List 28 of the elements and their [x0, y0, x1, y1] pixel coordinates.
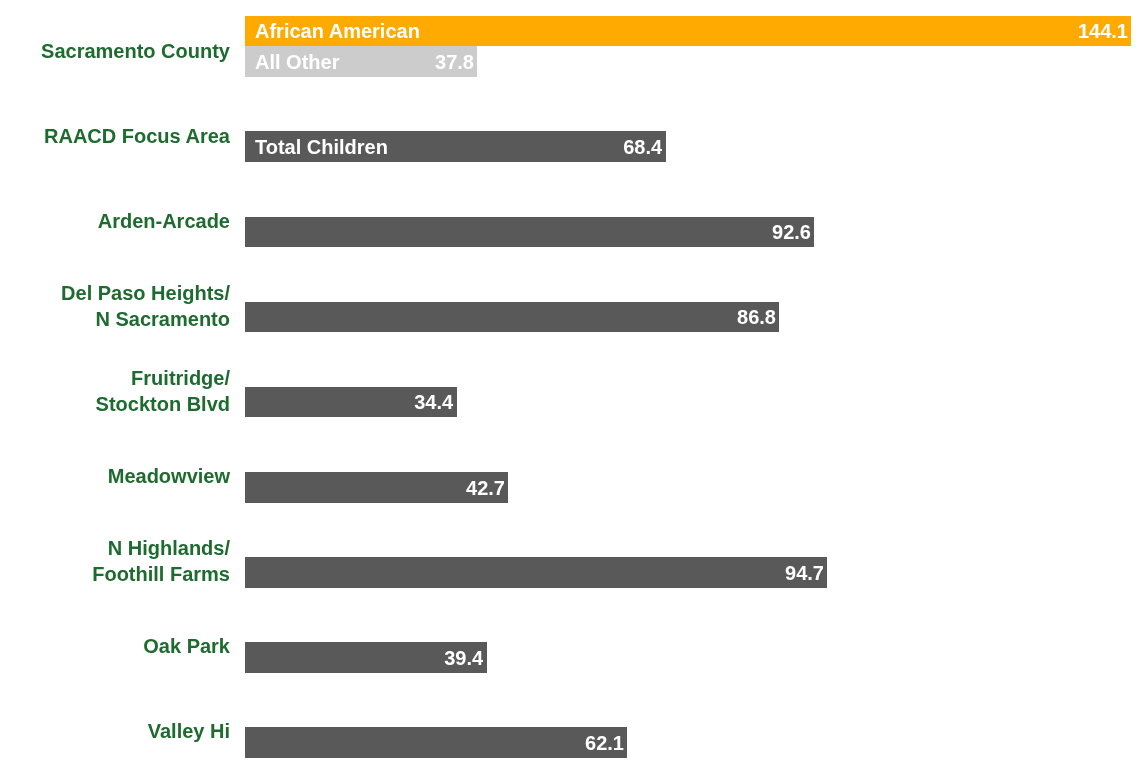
series-label: African American — [255, 20, 420, 42]
y-tick-label: Sacramento County — [41, 39, 231, 62]
data-label: 62.1 — [585, 731, 624, 754]
y-tick-label: Del Paso Heights/ N Sacramento — [61, 281, 231, 330]
data-label: 144.1 — [1077, 20, 1128, 42]
data-label: 42.7 — [466, 476, 505, 499]
bar — [245, 472, 508, 503]
data-label: 34.4 — [414, 391, 454, 413]
y-tick-label: Valley Hi — [147, 720, 230, 743]
bar — [245, 302, 779, 332]
y-tick-label: Meadowview — [107, 465, 231, 488]
bar — [245, 387, 457, 417]
bar — [245, 16, 1131, 46]
y-tick-label: Fruitridge/ Stockton Blvd — [95, 367, 231, 415]
series-label: Total Children — [255, 136, 388, 158]
data-label: 39.4 — [444, 646, 484, 669]
data-label: 92.6 — [772, 221, 811, 243]
y-tick-label: Oak Park — [143, 635, 231, 658]
data-label: 86.8 — [737, 306, 776, 328]
data-label: 94.7 — [785, 561, 824, 584]
bar — [245, 557, 827, 588]
bar — [245, 217, 814, 247]
bar — [245, 642, 487, 673]
y-tick-label: RAACD Focus Area — [44, 124, 231, 147]
y-tick-label: N Highlands/ Foothill Farms — [92, 537, 231, 586]
bar — [245, 727, 627, 758]
data-label: 68.4 — [623, 135, 663, 158]
y-tick-label: Arden-Arcade — [97, 209, 230, 232]
